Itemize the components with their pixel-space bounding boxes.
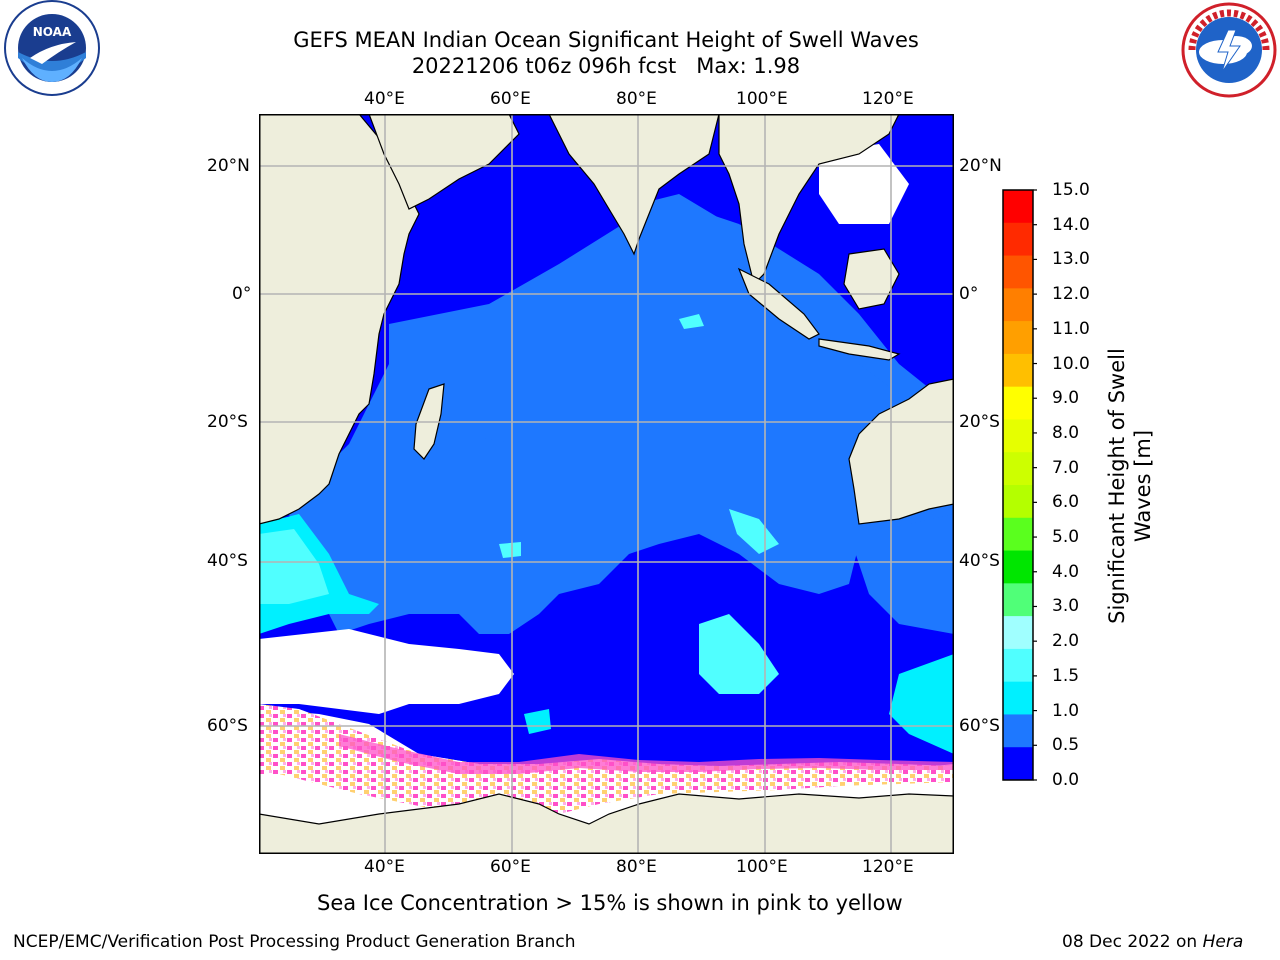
colorbar-label: 12.0: [1052, 284, 1090, 305]
colorbar-title-line-1: Significant Height of Swell: [1105, 348, 1129, 624]
colorbar-segment: [1003, 255, 1033, 289]
title-line-1: GEFS MEAN Indian Ocean Significant Heigh…: [293, 28, 919, 52]
map-panel: [259, 114, 954, 854]
swell-patch-southeast: [889, 654, 954, 754]
noaa-logo: NOAA: [4, 0, 100, 96]
colorbar-segment: [1003, 386, 1033, 420]
colorbar: [1002, 189, 1037, 781]
land-arabia: [368, 114, 520, 210]
colorbar-label: 4.0: [1052, 561, 1080, 582]
footer-host: Hera: [1202, 932, 1244, 952]
no-data-southeast-asia: [819, 144, 909, 224]
colorbar-segment: [1003, 288, 1033, 322]
colorbar-segment: [1003, 583, 1033, 617]
colorbar-segment: [1003, 616, 1033, 650]
colorbar-label: 2.0: [1052, 631, 1080, 652]
colorbar-label: 5.0: [1052, 527, 1080, 548]
lat-tick-right-40s: 40°S: [959, 551, 1000, 571]
colorbar-segment: [1003, 747, 1033, 781]
lat-tick-right-0: 0°: [959, 284, 979, 304]
no-data-southwest: [259, 629, 514, 714]
lon-tick-top-100e: 100°E: [736, 89, 788, 109]
colorbar-segment: [1003, 681, 1033, 715]
colorbar-label: 14.0: [1052, 214, 1090, 235]
colorbar-segment: [1003, 485, 1033, 519]
swell-patch-southwest-light: [259, 529, 329, 604]
swell-patch-small-3: [729, 509, 779, 554]
swell-patch-south-strip: [524, 709, 551, 734]
swell-region-bay: [639, 194, 739, 274]
colorbar-label: 11.0: [1052, 318, 1090, 339]
colorbar-segment: [1003, 321, 1033, 355]
map-frame: [259, 114, 954, 854]
colorbar-label: 9.0: [1052, 388, 1080, 409]
grid-lines: [259, 114, 954, 854]
lon-tick-top-40e: 40°E: [364, 89, 405, 109]
plot-title: GEFS MEAN Indian Ocean Significant Heigh…: [256, 27, 956, 79]
land-australia: [848, 378, 954, 525]
swell-region-mid-east: [849, 514, 954, 634]
colorbar-label: 10.0: [1052, 353, 1090, 374]
colorbar-segment: [1003, 419, 1033, 453]
colorbar-segment: [1003, 550, 1033, 584]
colorbar-segment: [1003, 714, 1033, 748]
footer-branch: NCEP/EMC/Verification Post Processing Pr…: [13, 932, 576, 952]
land-antarctica: [259, 793, 954, 854]
colorbar-frame: [1002, 189, 1034, 781]
colorbar-label: 1.0: [1052, 700, 1080, 721]
colorbar-label: 7.0: [1052, 457, 1080, 478]
lon-tick-bottom-40e: 40°E: [364, 857, 405, 877]
lat-tick-right-20n: 20°N: [959, 156, 1002, 176]
colorbar-label: 6.0: [1052, 492, 1080, 513]
swell-patch-small-2: [499, 542, 521, 558]
colorbar-segment: [1003, 648, 1033, 683]
lat-tick-right-20s: 20°S: [959, 412, 1000, 432]
colorbar-title-line-2: Waves [m]: [1131, 429, 1155, 543]
colorbar-label: 15.0: [1052, 180, 1090, 200]
lat-tick-left-20n: 20°N: [207, 156, 250, 176]
colorbar-segment: [1003, 353, 1033, 388]
footer-date-text: 08 Dec 2022 on: [1062, 932, 1203, 952]
colorbar-segment: [1003, 190, 1033, 224]
lat-tick-left-20s: 20°S: [207, 412, 248, 432]
lat-tick-left-0: 0°: [232, 284, 252, 304]
colorbar-label: 0.5: [1052, 735, 1080, 756]
colorbar-label: 3.0: [1052, 596, 1080, 617]
lat-tick-left-60s: 60°S: [207, 716, 248, 736]
lat-tick-left-40s: 40°S: [207, 551, 248, 571]
land-java: [818, 338, 901, 361]
colorbar-label: 8.0: [1052, 422, 1080, 443]
swell-region-mid-north: [399, 234, 899, 444]
land-southeast-asia: [718, 114, 900, 286]
lon-tick-top-120e: 120°E: [862, 89, 914, 109]
lon-tick-bottom-80e: 80°E: [616, 857, 657, 877]
colorbar-label: 0.0: [1052, 770, 1080, 790]
colorbar-segment: [1003, 452, 1033, 486]
swell-region-arabian: [389, 154, 589, 294]
colorbar-segment: [1003, 222, 1033, 257]
lat-tick-right-60s: 60°S: [959, 716, 1000, 736]
lon-tick-top-60e: 60°E: [490, 89, 531, 109]
swell-patch-small-1: [679, 314, 704, 329]
land-sumatra: [737, 267, 820, 340]
lon-tick-bottom-120e: 120°E: [862, 857, 914, 877]
lon-tick-bottom-100e: 100°E: [736, 857, 788, 877]
noaa-wordmark: NOAA: [33, 25, 72, 39]
nws-logo: [1181, 2, 1277, 98]
footer-date: 08 Dec 2022 on Hera: [1062, 932, 1243, 952]
title-line-2: 20221206 t06z 096h fcst Max: 1.98: [411, 54, 801, 78]
lon-tick-top-80e: 80°E: [616, 89, 657, 109]
colorbar-title: Significant Height of Swell Waves [m]: [1104, 336, 1156, 636]
colorbar-segment: [1003, 517, 1033, 552]
colorbar-label: 1.5: [1052, 665, 1080, 686]
sea-ice-caption: Sea Ice Concentration > 15% is shown in …: [317, 891, 903, 915]
colorbar-label: 13.0: [1052, 249, 1090, 270]
swell-patch-south-central: [699, 614, 779, 694]
sea-ice-band-edge: [339, 734, 954, 774]
land-india: [548, 114, 720, 256]
lon-tick-bottom-60e: 60°E: [490, 857, 531, 877]
